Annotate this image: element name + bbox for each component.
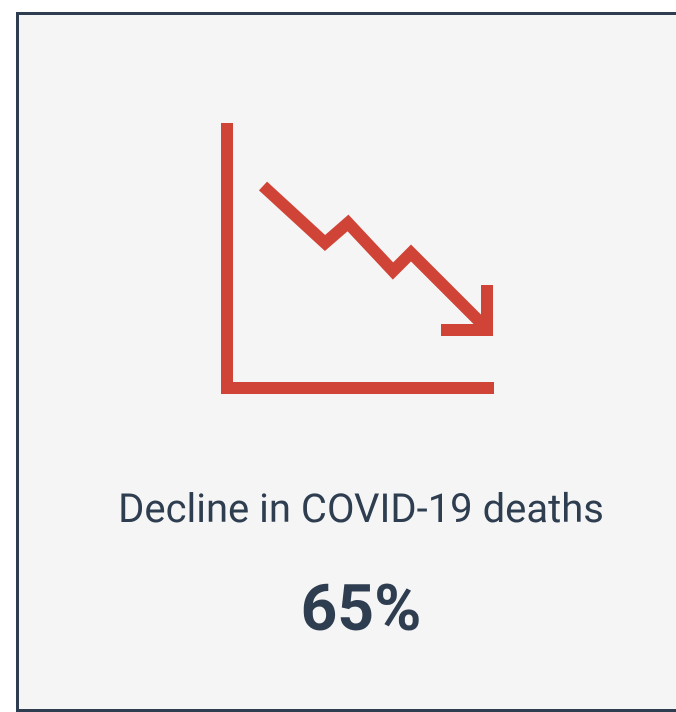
- stat-card: Decline in COVID-19 deaths 65%: [16, 12, 676, 712]
- stat-value: 65%: [300, 571, 422, 646]
- decline-icon: [221, 123, 494, 394]
- stat-label: Decline in COVID-19 deaths: [118, 485, 604, 532]
- page: Decline in COVID-19 deaths 65% (() => { …: [16, 12, 676, 712]
